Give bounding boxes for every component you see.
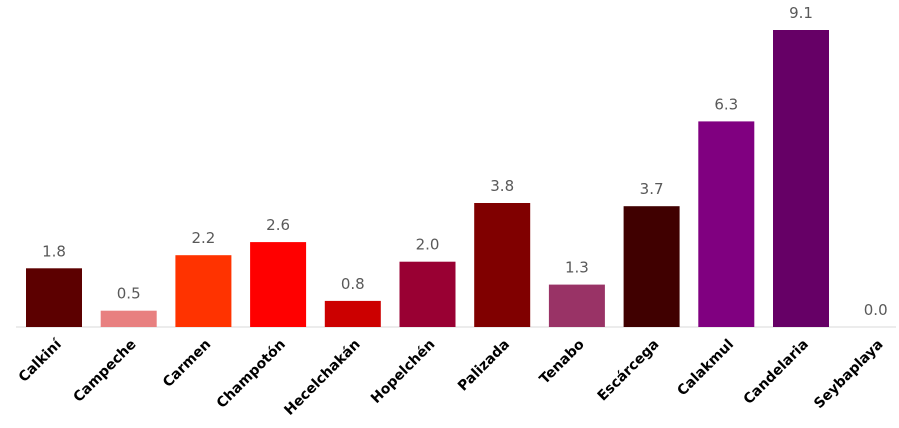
value-label-hopelchen: 2.0 xyxy=(416,236,440,254)
value-label-calakmul: 6.3 xyxy=(714,95,738,113)
value-label-candelaria: 9.1 xyxy=(789,4,813,22)
value-label-calkini: 1.8 xyxy=(42,242,66,260)
bar-candelaria xyxy=(773,30,829,327)
bar-calkini xyxy=(26,268,82,327)
category-label-carmen: Carmen xyxy=(160,337,214,391)
bar-escarcega xyxy=(623,206,680,327)
category-label-calakmul: Calakmul xyxy=(674,337,737,400)
value-label-champoton: 2.6 xyxy=(266,216,290,234)
value-labels-layer: 1.8 0.5 2.2 2.6 0.8 2.0 3.8 1.3 3.7 6.3 9.1 0.0 xyxy=(42,4,888,319)
category-label-calkini: Calkiní xyxy=(16,336,66,386)
category-label-hecelchakan: Hecelchakán xyxy=(281,337,363,419)
bar-tenabo xyxy=(548,284,605,327)
bar-hopelchen xyxy=(399,261,456,327)
bar-hecelchakan xyxy=(324,300,381,327)
bar-carmen xyxy=(175,255,232,327)
category-label-escarcega: Escárcega xyxy=(595,337,663,405)
value-label-campeche: 0.5 xyxy=(117,285,141,303)
category-label-palizada: Palizada xyxy=(455,337,513,395)
value-label-hecelchakan: 0.8 xyxy=(341,275,365,293)
category-label-hopelchen: Hopelchén xyxy=(368,337,438,407)
bar-calakmul xyxy=(698,121,755,328)
category-label-seybaplaya: Seybaplaya xyxy=(811,337,886,412)
value-label-tenabo: 1.3 xyxy=(565,259,589,277)
category-labels-layer: Calkiní Campeche Carmen ChampotónHecelchaká… xyxy=(16,336,887,419)
category-label-tenabo: Tenabo xyxy=(537,336,588,387)
category-label-champoton: Champotón xyxy=(214,337,289,412)
value-label-escarcega: 3.7 xyxy=(640,180,664,198)
category-label-candelaria: Candelaria xyxy=(741,337,812,408)
value-label-carmen: 2.2 xyxy=(191,229,215,247)
bars-layer xyxy=(26,30,829,328)
bar-campeche xyxy=(100,310,157,327)
category-label-campeche: Campeche xyxy=(71,337,140,406)
value-label-seybaplaya: 0.0 xyxy=(864,301,888,319)
bar-palizada xyxy=(474,203,531,327)
value-label-palizada: 3.8 xyxy=(490,177,514,195)
bar-champoton xyxy=(250,242,307,327)
